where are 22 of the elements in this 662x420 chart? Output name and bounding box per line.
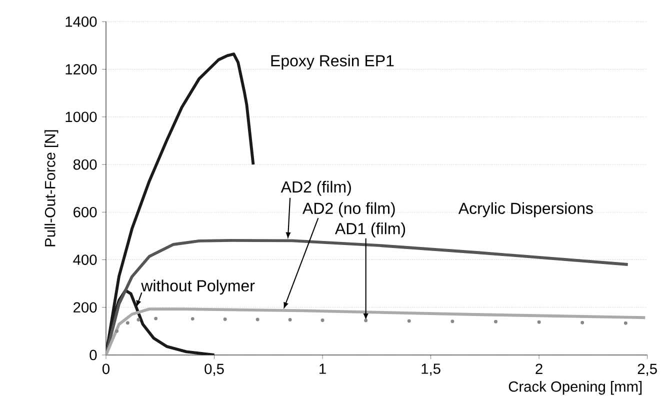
y-tick-label: 1000 [66, 112, 97, 122]
series-label: without Polymer [141, 280, 255, 295]
text: AD2 (no film) [302, 202, 395, 218]
y-tick-label: 800 [73, 159, 97, 170]
x-tick-label: 2 [536, 364, 542, 374]
y-tick-label: 600 [74, 206, 97, 218]
y-tick-label: 400 [73, 254, 97, 265]
x-axis-title: Crack Opening [mm] [508, 381, 642, 395]
x-tick-label: 2,5 [638, 364, 657, 376]
y-tick-label: 1400 [66, 16, 97, 27]
x-tick-label: 1,5 [422, 364, 440, 376]
y-axis-title: Pull-Out-Force [N] [44, 130, 58, 246]
x-tick-label: 0 [102, 364, 110, 374]
annotation: Acrylic Dispersions [458, 202, 593, 218]
y-tick-label: 200 [74, 302, 97, 313]
x-tick-label: 1 [320, 364, 326, 374]
text: AD1 (film) [334, 222, 406, 238]
series-label: Epoxy Resin EP1 [271, 54, 394, 70]
y-tick-label: 1200 [66, 64, 97, 74]
x-tick-label: 0,5 [204, 364, 224, 376]
y-tick-label: 0 [90, 350, 97, 360]
text: AD2 (film) [280, 180, 351, 196]
